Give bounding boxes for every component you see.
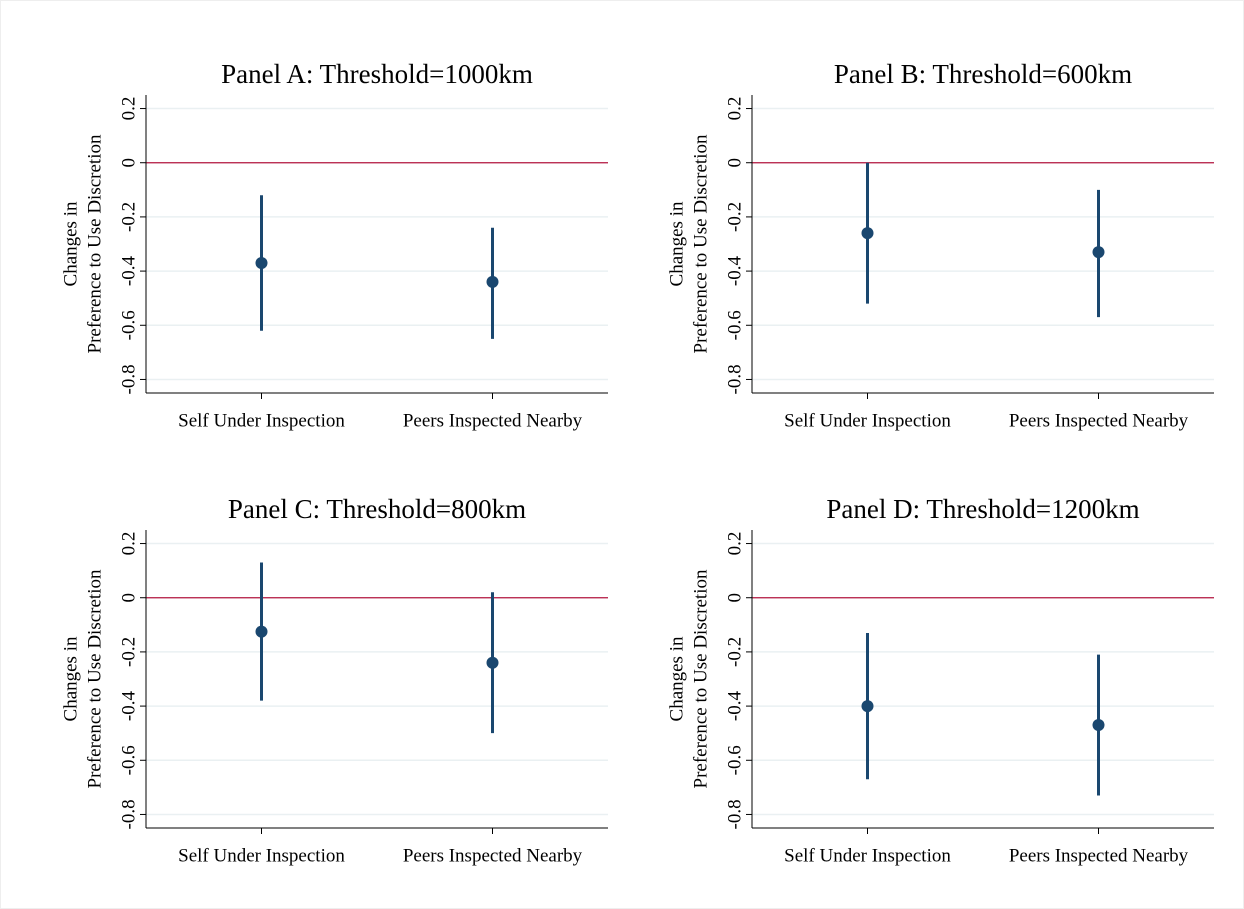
y-tick-label: 0.2 [724,532,745,556]
y-tick-label: -0.2 [118,637,139,667]
point-estimate [1092,246,1105,259]
y-tick-label: -0.2 [118,202,139,232]
y-tick-label: 0.2 [118,532,139,556]
panel-title: Panel A: Threshold=1000km [221,59,533,89]
panel-title: Panel D: Threshold=1200km [826,494,1139,524]
point-estimate [486,656,499,669]
panel: Panel D: Threshold=1200km Changes in Prefe… [666,494,1214,866]
y-tick-label: -0.8 [724,364,745,394]
panel-title: Panel B: Threshold=600km [834,59,1132,89]
y-axis-label: Changes in [666,201,687,286]
y-tick-label: -0.4 [724,256,745,287]
y-tick-label: -0.4 [118,256,139,287]
y-tick-label: -0.6 [118,745,139,775]
point-estimate [861,227,874,240]
x-tick-label: Self Under Inspection [178,845,345,866]
y-axis-label: Preference to Use Discretion [84,134,105,353]
y-tick-label: -0.6 [724,310,745,340]
y-axis-label: Preference to Use Discretion [84,569,105,788]
y-tick-label: -0.4 [118,691,139,722]
y-tick-label: 0.2 [724,97,745,121]
y-axis-label: Preference to Use Discretion [690,569,711,788]
y-tick-label: -0.2 [724,202,745,232]
x-tick-label: Peers Inspected Nearby [403,845,583,866]
x-tick-label: Self Under Inspection [784,845,951,866]
panel: Panel C: Threshold=800km Changes in Prefer… [60,494,608,866]
y-tick-label: 0.2 [118,97,139,121]
y-tick-label: -0.6 [724,745,745,775]
y-tick-label: 0 [724,593,745,603]
x-tick-label: Self Under Inspection [178,410,345,431]
y-tick-label: 0 [118,158,139,168]
y-tick-label: -0.4 [724,691,745,722]
x-tick-label: Peers Inspected Nearby [403,410,583,431]
panel: Panel B: Threshold=600km Changes in Prefer… [666,59,1214,431]
y-axis-label: Changes in [60,201,81,286]
point-estimate [486,275,499,288]
panel: Panel A: Threshold=1000km Changes in Prefe… [60,59,608,431]
y-axis-label: Changes in [60,636,81,721]
point-estimate [255,256,268,269]
y-tick-label: 0 [118,593,139,603]
point-estimate [861,700,874,713]
x-tick-label: Peers Inspected Nearby [1009,845,1189,866]
y-axis-label: Changes in [666,636,687,721]
y-tick-label: 0 [724,158,745,168]
x-tick-label: Peers Inspected Nearby [1009,410,1189,431]
x-tick-label: Self Under Inspection [784,410,951,431]
point-estimate [1092,719,1105,732]
point-estimate [255,625,268,638]
y-tick-label: -0.8 [118,364,139,394]
y-tick-label: -0.8 [118,799,139,829]
panel-title: Panel C: Threshold=800km [228,494,526,524]
y-tick-label: -0.6 [118,310,139,340]
y-tick-label: -0.2 [724,637,745,667]
y-tick-label: -0.8 [724,799,745,829]
y-axis-label: Preference to Use Discretion [690,134,711,353]
